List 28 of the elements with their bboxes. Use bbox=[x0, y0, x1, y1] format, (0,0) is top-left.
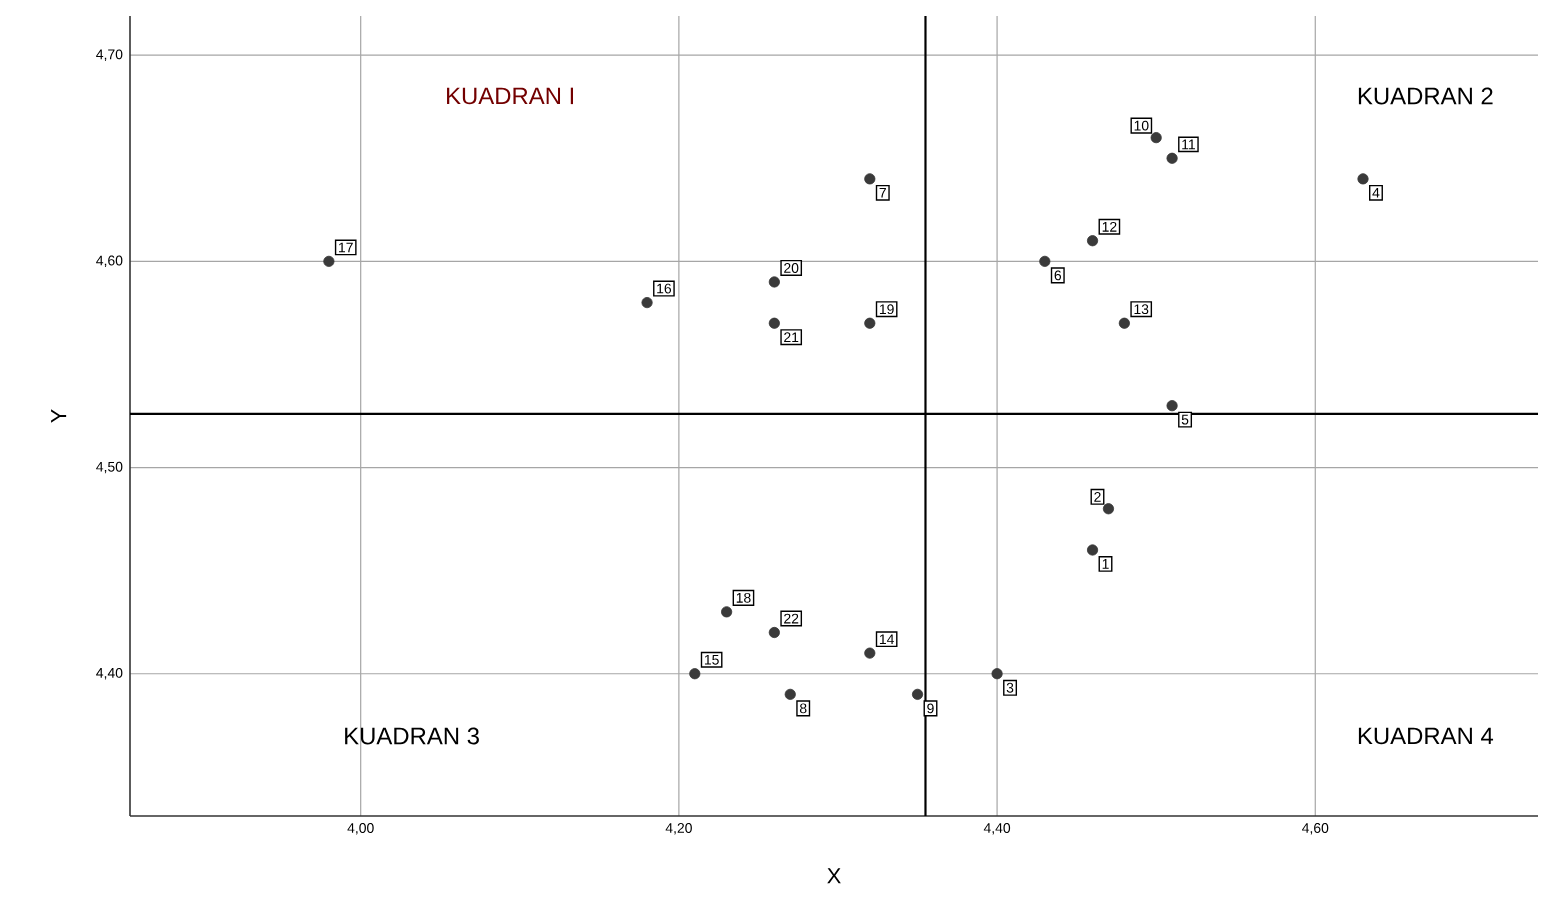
annotation: KUADRAN I bbox=[447, 87, 574, 105]
point bbox=[768, 317, 780, 329]
point bbox=[1357, 173, 1369, 185]
point bbox=[991, 668, 1003, 680]
point bbox=[1086, 544, 1099, 556]
point bbox=[864, 317, 876, 329]
point bbox=[768, 276, 780, 288]
y-axis-title: Y bbox=[51, 409, 67, 423]
point bbox=[1118, 317, 1130, 329]
point bbox=[864, 173, 876, 185]
point bbox=[1166, 152, 1178, 164]
point bbox=[768, 626, 780, 639]
point bbox=[1102, 503, 1115, 515]
point bbox=[1086, 235, 1099, 247]
x-axis-title: X bbox=[827, 868, 841, 884]
point bbox=[323, 255, 335, 267]
point bbox=[721, 606, 733, 618]
point bbox=[784, 688, 796, 700]
annotation: KUADRAN 2 bbox=[1358, 87, 1493, 105]
point bbox=[1039, 255, 1051, 267]
point bbox=[641, 297, 653, 309]
point bbox=[911, 688, 924, 700]
point bbox=[689, 668, 701, 680]
point bbox=[1166, 400, 1178, 412]
point bbox=[1150, 132, 1162, 144]
annotation: KUADRAN 3 bbox=[345, 727, 479, 745]
annotation: KUADRAN 4 bbox=[1358, 727, 1494, 745]
point bbox=[864, 647, 876, 659]
